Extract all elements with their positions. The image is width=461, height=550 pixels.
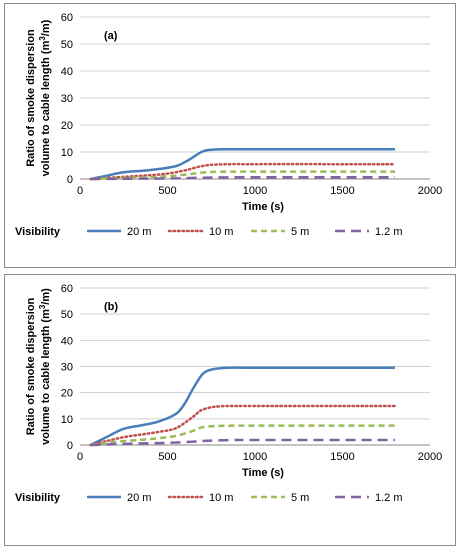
- y-axis-title-group: Ratio of smoke dispersion volume to cable…: [25, 288, 52, 445]
- y-axis-title-unit: /m): [40, 288, 52, 305]
- y-axis-title-line-2: volume to cable length (m3/m): [38, 19, 52, 176]
- x-tick-label: 1000: [243, 185, 267, 197]
- legend-label: 5 m: [291, 492, 309, 504]
- x-tick-label: 1500: [330, 185, 354, 197]
- y-axis-title-line-1: Ratio of smoke dispersion: [25, 297, 37, 435]
- chart-b-svg: 0 10 20 30 40 50 60 0 500 1000 1500 2000 Time (s) Rat…: [15, 283, 442, 504]
- y-axis-title-line-2: volume to cable length (m3/m): [38, 288, 52, 445]
- legend-title: Visibility: [15, 226, 61, 238]
- y-axis-title-text: volume to cable length (m: [40, 309, 52, 445]
- legend-label: 20 m: [127, 492, 151, 504]
- legend-label: 10 m: [209, 226, 233, 238]
- legend-label: 10 m: [209, 492, 233, 504]
- series-line-5-m: [90, 170, 395, 181]
- x-axis-title: Time (s): [242, 467, 284, 479]
- legend-label: 5 m: [291, 226, 309, 238]
- y-tick-label: 40: [61, 335, 73, 347]
- legend-label: 1.2 m: [375, 226, 403, 238]
- y-tick-label: 0: [67, 174, 73, 186]
- legend-label: 1.2 m: [375, 492, 403, 504]
- series-line-10-m: [89, 404, 397, 447]
- y-tick-label: 30: [61, 93, 73, 105]
- x-tick-label: 1500: [330, 451, 354, 463]
- chart-a-svg: 0 10 20 30 40 50 60 0 500 1000 1500 2000 Time (s) Rat…: [15, 12, 442, 238]
- y-tick-label: 50: [61, 39, 73, 51]
- y-tick-label: 60: [61, 12, 73, 24]
- y-axis-title-superscript: 3: [38, 36, 47, 41]
- y-tick-label: 30: [61, 362, 73, 374]
- series-line-10-m: [89, 162, 397, 181]
- x-tick-label: 1000: [243, 451, 267, 463]
- series-line-20-m: [89, 366, 395, 447]
- y-axis-title-group: Ratio of smoke dispersion volume to cable…: [25, 19, 52, 176]
- series-line-1-2-m: [90, 438, 395, 447]
- series-line-5-m: [90, 424, 395, 447]
- legend-title: Visibility: [15, 492, 61, 504]
- x-tick-label: 2000: [418, 185, 442, 197]
- x-tick-label: 500: [158, 451, 176, 463]
- x-axis-title: Time (s): [242, 201, 284, 213]
- x-tick-label: 0: [77, 185, 83, 197]
- y-tick-label: 10: [61, 414, 73, 426]
- y-tick-label: 40: [61, 66, 73, 78]
- x-tick-label: 500: [158, 185, 176, 197]
- x-tick-label: 2000: [418, 451, 442, 463]
- chart-panel-b: 0 10 20 30 40 50 60 0 500 1000 1500 2000 Time (s) Rat…: [4, 274, 456, 546]
- y-axis-title-line-1: Ratio of smoke dispersion: [25, 29, 37, 167]
- y-tick-label: 20: [61, 388, 73, 400]
- y-axis-title-text: volume to cable length (m: [40, 40, 52, 176]
- x-tick-label: 0: [77, 451, 83, 463]
- legend-label: 20 m: [127, 226, 151, 238]
- y-axis-title-superscript: 3: [38, 304, 47, 309]
- y-tick-label: 50: [61, 309, 73, 321]
- panel-label: (b): [104, 301, 118, 313]
- series-line-20-m: [90, 148, 395, 181]
- y-tick-label: 0: [67, 440, 73, 452]
- y-tick-label: 20: [61, 120, 73, 132]
- y-tick-label: 60: [61, 283, 73, 295]
- chart-panel-a: 0 10 20 30 40 50 60 0 500 1000 1500 2000 Time (s) Rat…: [4, 3, 456, 268]
- panel-label: (a): [104, 30, 118, 42]
- y-tick-label: 10: [61, 147, 73, 159]
- y-axis-title-unit: /m): [40, 19, 52, 36]
